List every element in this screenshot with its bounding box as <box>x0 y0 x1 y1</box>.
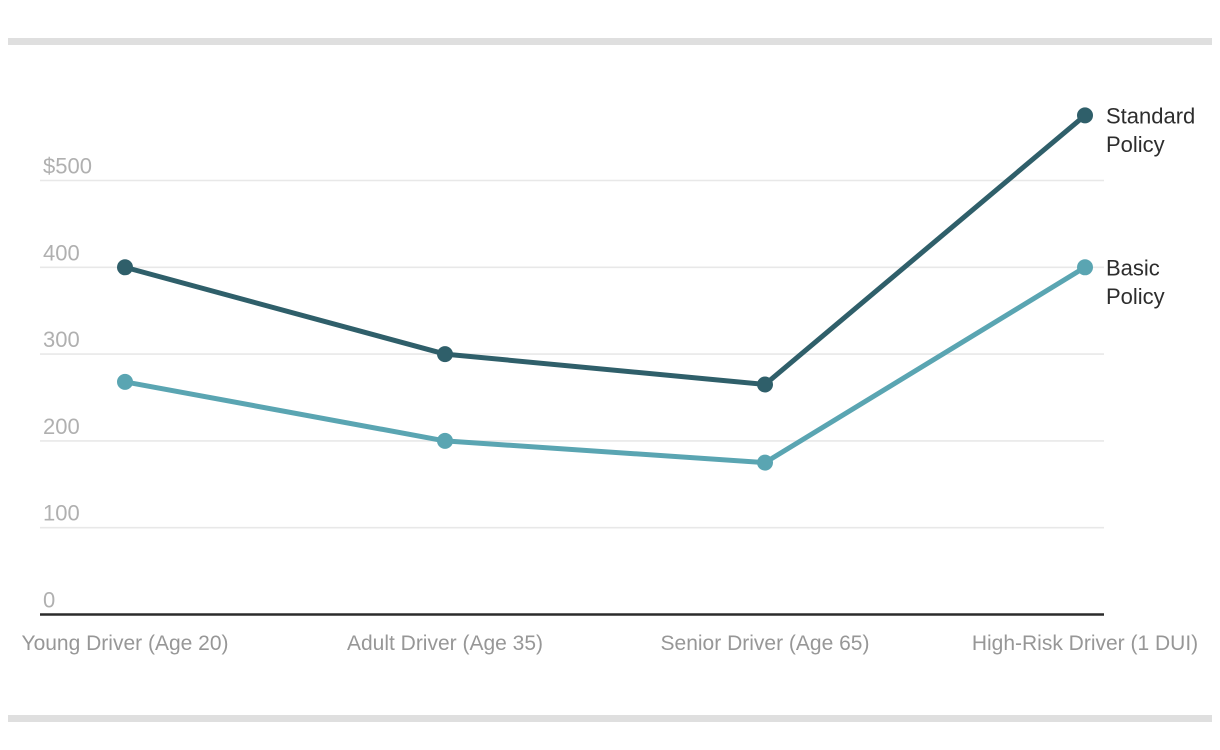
legend-label-standard-policy: Policy <box>1106 132 1165 157</box>
x-tick-label: Senior Driver (Age 65) <box>661 632 870 655</box>
data-point-standard-policy <box>1077 107 1093 124</box>
y-tick-label: $500 <box>43 154 92 179</box>
data-point-basic-policy <box>757 454 773 471</box>
data-point-standard-policy <box>117 259 133 276</box>
y-tick-label: 400 <box>43 240 80 265</box>
legend-label-basic-policy: Policy <box>1106 284 1165 309</box>
bottom-divider <box>8 715 1212 722</box>
top-divider <box>8 38 1212 45</box>
y-tick-label: 100 <box>43 501 80 526</box>
x-tick-label: Adult Driver (Age 35) <box>347 632 543 655</box>
data-point-standard-policy <box>757 376 773 393</box>
series-line-basic-policy <box>124 265 1087 466</box>
data-point-standard-policy <box>437 346 453 363</box>
data-point-basic-policy <box>117 373 133 390</box>
series-line-standard-policy <box>124 113 1087 387</box>
y-tick-label: 0 <box>43 588 55 613</box>
y-tick-label: 300 <box>43 327 80 352</box>
x-tick-label: Young Driver (Age 20) <box>21 632 228 655</box>
y-tick-label: 200 <box>43 414 80 439</box>
data-point-basic-policy <box>1077 259 1093 276</box>
legend-label-standard-policy: Standard <box>1106 103 1195 128</box>
data-point-basic-policy <box>437 432 453 449</box>
legend-label-basic-policy: Basic <box>1106 255 1160 280</box>
x-tick-label: High-Risk Driver (1 DUI) <box>972 632 1198 655</box>
